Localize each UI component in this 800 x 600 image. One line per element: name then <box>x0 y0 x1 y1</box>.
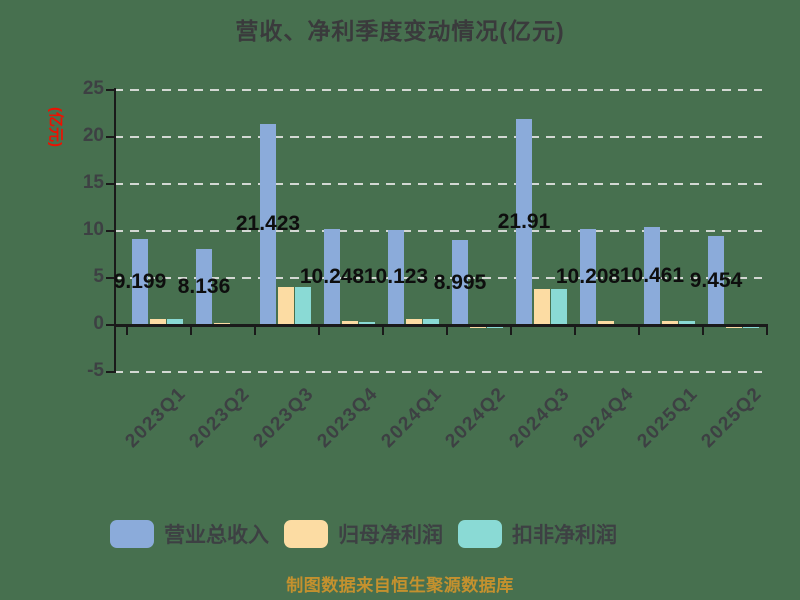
x-axis-label: 2023Q1 <box>121 383 191 453</box>
gridline <box>114 230 762 232</box>
bar-series-1 <box>277 286 294 325</box>
bar-value-label: 9.199 <box>113 269 167 293</box>
bar-series-0 <box>196 248 212 325</box>
gridline <box>114 183 762 185</box>
bar-series-1 <box>661 320 678 325</box>
x-axis-label: 2024Q4 <box>569 383 639 453</box>
y-axis-tick-label: 10 <box>82 219 104 240</box>
bar-series-2 <box>679 321 695 325</box>
bar-series-1 <box>149 318 166 325</box>
bar-series-2 <box>551 289 567 325</box>
data-source-note: 制图数据来自恒生聚源数据库 <box>286 576 514 595</box>
x-axis-tick <box>574 326 576 335</box>
x-axis-label: 2024Q3 <box>505 383 575 453</box>
legend-swatch-non-gaap-profit <box>458 520 502 548</box>
legend-label-non-gaap-profit: 扣非净利润 <box>512 524 617 547</box>
bar-value-label: 8.136 <box>177 274 231 298</box>
bar-series-0 <box>708 236 724 325</box>
legend-item-total-revenue: 营业总收入 <box>110 519 269 549</box>
bar-series-0 <box>580 229 596 325</box>
gridline <box>114 89 762 91</box>
bar-series-0 <box>388 229 404 325</box>
x-axis-label: 2023Q4 <box>313 383 383 453</box>
x-axis-tick <box>766 326 768 335</box>
x-axis-label: 2025Q1 <box>633 383 703 453</box>
bar-value-label: 9.454 <box>689 268 743 292</box>
gridline <box>114 371 762 373</box>
legend-item-non-gaap-profit: 扣非净利润 <box>458 519 617 549</box>
bar-series-2 <box>359 322 375 325</box>
y-axis-tick <box>106 136 114 138</box>
bar-series-2 <box>167 319 183 325</box>
y-axis-tick <box>106 371 114 373</box>
bar-value-label: 10.123 <box>363 265 429 289</box>
y-axis-tick <box>106 89 114 91</box>
y-axis-tick <box>106 230 114 232</box>
legend: 营业总收入 归母净利润 扣非净利润 <box>0 519 800 549</box>
x-axis-label: 2023Q3 <box>249 383 319 453</box>
bar-series-2 <box>295 287 311 325</box>
bar-series-0 <box>516 119 532 325</box>
gridline <box>114 136 762 138</box>
bar-series-1 <box>341 320 358 325</box>
x-axis-tick <box>382 326 384 335</box>
x-axis-tick <box>190 326 192 335</box>
bar-series-2 <box>743 326 759 328</box>
y-axis-tick <box>106 183 114 185</box>
bar-series-0 <box>644 226 660 325</box>
bar-series-1 <box>725 326 742 328</box>
x-axis-tick <box>318 326 320 335</box>
x-axis-tick <box>510 326 512 335</box>
bar-value-label: 21.91 <box>497 210 551 234</box>
y-axis-tick-label: 25 <box>82 78 104 99</box>
bar-value-label: 10.461 <box>619 263 685 287</box>
bar-series-1 <box>533 288 550 325</box>
bar-series-0 <box>452 240 468 325</box>
x-axis-label: 2023Q2 <box>185 383 255 453</box>
x-axis-line <box>114 324 768 327</box>
bar-value-label: 8.995 <box>433 270 487 294</box>
bar-series-2 <box>487 326 503 329</box>
y-axis-tick-label: -5 <box>87 360 104 381</box>
bar-series-2 <box>423 319 439 325</box>
y-axis-tick <box>106 277 114 279</box>
bar-series-1 <box>469 326 486 328</box>
x-axis-label: 2025Q2 <box>697 383 767 453</box>
x-axis-tick <box>254 326 256 335</box>
y-axis-tick-label: 20 <box>82 125 104 146</box>
bar-value-label: 10.208 <box>555 265 621 289</box>
legend-label-total-revenue: 营业总收入 <box>164 524 269 547</box>
legend-swatch-net-profit <box>284 520 328 548</box>
legend-item-net-profit: 归母净利润 <box>284 519 443 549</box>
y-axis-line <box>114 88 116 373</box>
gridline <box>114 277 762 279</box>
x-axis-label: 2024Q1 <box>377 383 447 453</box>
legend-label-net-profit: 归母净利润 <box>338 524 443 547</box>
bar-value-label: 21.423 <box>235 212 301 236</box>
x-axis-label: 2024Q2 <box>441 383 511 453</box>
bar-series-1 <box>597 321 614 325</box>
bar-series-0 <box>324 228 340 325</box>
y-axis-tick <box>106 324 114 326</box>
bar-series-1 <box>405 319 422 325</box>
x-axis-tick <box>446 326 448 335</box>
bar-value-label: 10.248 <box>299 264 365 288</box>
y-axis-tick-label: 5 <box>93 266 104 287</box>
y-axis-tick-label: 0 <box>93 313 104 334</box>
x-axis-tick <box>702 326 704 335</box>
x-axis-tick <box>638 326 640 335</box>
chart-title: 营收、净利季度变动情况(亿元) <box>235 18 565 44</box>
x-axis-tick <box>126 326 128 335</box>
legend-swatch-total-revenue <box>110 520 154 548</box>
bar-series-0 <box>260 123 276 325</box>
bar-series-0 <box>132 238 148 325</box>
y-axis-tick-label: 15 <box>82 172 104 193</box>
